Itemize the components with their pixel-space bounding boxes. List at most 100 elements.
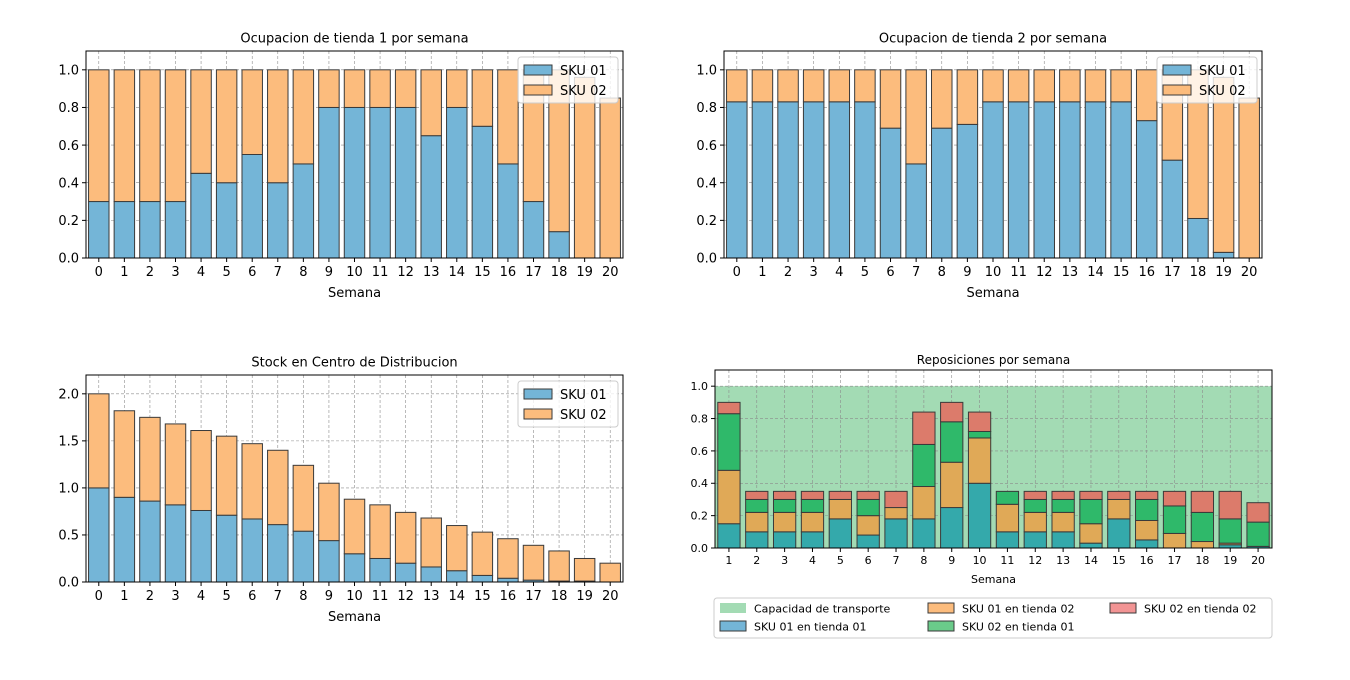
bar-sku-01-en-tienda-01-12	[1023, 531, 1047, 549]
x-tick-label: 4	[835, 265, 843, 280]
bar-sku-02-9	[318, 69, 340, 108]
bar-sku-01-3	[802, 101, 825, 259]
x-tick-label: 20	[602, 589, 619, 604]
bar-sku-01-en-tienda-01-1	[717, 523, 741, 549]
bar-sku-01-en-tienda-01-3	[772, 531, 797, 549]
x-tick-label: 5	[861, 265, 869, 280]
bar-sku-01-12	[394, 106, 417, 259]
bar-sku-01-5	[215, 514, 238, 583]
bar-sku-01-15	[471, 125, 494, 259]
bar-sku-02-en-tienda-01-16	[1135, 498, 1159, 521]
legend-swatch	[720, 603, 746, 613]
legend-swatch	[927, 602, 955, 614]
x-tick-label: 2	[146, 265, 154, 280]
bar-sku-02-16	[1135, 69, 1158, 122]
bar-sku-01-14	[446, 570, 468, 583]
bar-sku-02-0	[88, 393, 110, 489]
x-tick-label: 17	[525, 589, 542, 604]
y-tick-label: 2.0	[58, 387, 79, 402]
x-tick-label: 7	[912, 265, 920, 280]
x-tick-label: 19	[1215, 265, 1232, 280]
x-axis-label: Semana	[971, 573, 1016, 586]
bar-sku-01-11	[1007, 101, 1030, 259]
bar-sku-01-16	[1135, 120, 1158, 259]
x-axis-label: Semana	[328, 286, 381, 301]
legend-label: SKU 01	[1199, 64, 1246, 79]
x-tick-label: 5	[837, 554, 844, 567]
x-tick-label: 5	[223, 265, 231, 280]
y-tick-label: 0.4	[58, 176, 79, 191]
legend-label: SKU 02	[560, 84, 607, 99]
bar-sku-02-en-tienda-02-1	[717, 401, 741, 415]
y-tick-label: 0.0	[691, 542, 709, 555]
bar-sku-01-2	[139, 500, 161, 583]
y-tick-label: 0.5	[58, 529, 79, 544]
bar-sku-01-5	[215, 182, 238, 259]
x-tick-label: 6	[248, 265, 256, 280]
x-tick-label: 2	[784, 265, 792, 280]
bar-sku-01-17	[522, 201, 545, 259]
bar-sku-01-6	[879, 127, 902, 259]
bar-sku-01-8	[931, 127, 953, 259]
bar-sku-01-13	[420, 135, 442, 259]
bar-sku-02-3	[164, 69, 187, 203]
x-tick-label: 12	[1036, 265, 1053, 280]
bar-sku-02-en-tienda-02-9	[940, 401, 964, 423]
bar-sku-01-en-tienda-02-12	[1023, 511, 1047, 533]
bar-sku-02-19	[573, 76, 596, 259]
bar-sku-02-en-tienda-02-6	[856, 490, 880, 500]
y-tick-label: 0.6	[696, 139, 717, 154]
bar-sku-01-14	[1084, 101, 1107, 259]
x-tick-label: 4	[809, 554, 816, 567]
legend-swatch	[927, 620, 955, 632]
tienda2-chart: 0.00.20.40.60.81.00 1 2 3 4 5 6 7 8 9 10 11 12 13 14 15…	[696, 32, 1263, 301]
bar-sku-02-en-tienda-01-18	[1190, 511, 1215, 543]
bar-sku-01-10	[982, 101, 1004, 259]
y-tick-label: 0.6	[58, 139, 79, 154]
bar-sku-02-en-tienda-02-5	[828, 490, 852, 500]
x-tick-label: 7	[274, 589, 282, 604]
bar-sku-01-12	[394, 562, 417, 583]
bar-sku-02-8	[931, 69, 953, 129]
x-tick-label: 8	[920, 554, 927, 567]
legend-label: Capacidad de transporte	[754, 603, 891, 616]
x-tick-label: 7	[274, 265, 282, 280]
bar-sku-01-18	[548, 231, 570, 259]
legend-label: SKU 02	[560, 408, 607, 423]
x-tick-label: 16	[500, 265, 517, 280]
x-tick-label: 11	[372, 589, 389, 604]
y-tick-label: 0.2	[58, 214, 79, 229]
bar-sku-01-11	[369, 557, 391, 583]
x-tick-label: 6	[865, 554, 872, 567]
x-tick-label: 10	[973, 554, 987, 567]
x-tick-label: 2	[146, 589, 154, 604]
x-tick-label: 3	[171, 589, 179, 604]
bar-sku-01-en-tienda-01-13	[1051, 531, 1075, 549]
bar-sku-01-0	[726, 101, 748, 259]
x-tick-label: 10	[346, 265, 363, 280]
bar-sku-01-en-tienda-02-8	[912, 486, 936, 520]
bar-sku-01-13	[420, 566, 442, 583]
x-tick-label: 13	[1062, 265, 1079, 280]
bar-sku-02-13	[420, 517, 442, 568]
bar-sku-01-en-tienda-01-11	[995, 531, 1020, 549]
bar-sku-02-6	[241, 69, 263, 155]
bar-sku-01-en-tienda-02-14	[1079, 523, 1103, 544]
x-tick-label: 1	[120, 589, 128, 604]
bar-sku-02-11	[369, 504, 391, 559]
y-tick-label: 0.6	[691, 445, 709, 458]
legend-label: SKU 02 en tienda 01	[962, 621, 1075, 634]
bar-sku-01-en-tienda-02-15	[1107, 498, 1131, 520]
bar-sku-02-12	[1033, 69, 1055, 103]
bar-sku-02-17	[522, 544, 545, 581]
bar-sku-02-2	[139, 69, 161, 203]
bar-sku-01-16	[497, 163, 519, 259]
bar-sku-02-5	[854, 69, 876, 103]
bar-sku-02-8	[292, 69, 315, 165]
bar-sku-01-en-tienda-01-2	[745, 531, 769, 549]
bar-sku-02-en-tienda-02-12	[1023, 490, 1047, 500]
x-tick-label: 13	[1056, 554, 1070, 567]
bar-sku-02-en-tienda-02-20	[1246, 502, 1270, 523]
chart-title: Stock en Centro de Distribucion	[251, 356, 457, 371]
bar-sku-02-en-tienda-02-2	[745, 490, 769, 500]
